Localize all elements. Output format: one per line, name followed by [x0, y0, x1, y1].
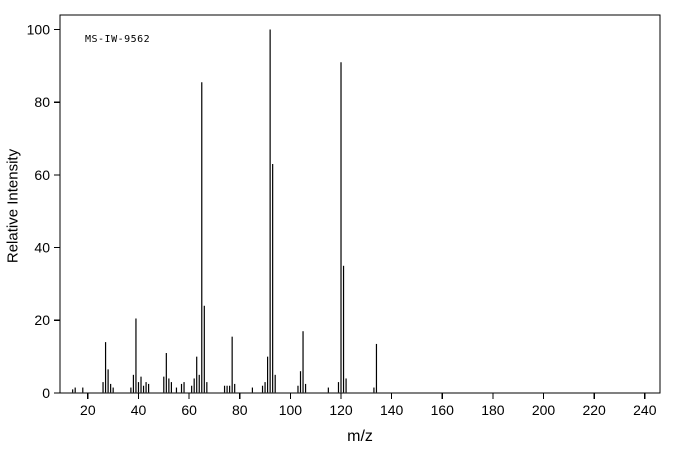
y-tick-label: 100: [27, 21, 51, 37]
y-tick-label: 40: [34, 240, 50, 256]
spectrum-id-label: MS-IW-9562: [85, 34, 151, 45]
x-tick-label: 80: [232, 402, 248, 418]
y-tick-label: 80: [34, 94, 50, 110]
plot-border: [59, 14, 661, 394]
y-axis-title: Relative Intensity: [4, 148, 22, 264]
y-tick-label: 0: [42, 385, 50, 401]
x-tick-label: 180: [481, 402, 505, 418]
x-tick-label: 20: [80, 402, 96, 418]
x-tick-label: 100: [279, 402, 303, 418]
y-tick-label: 60: [34, 167, 50, 183]
x-tick-label: 60: [181, 402, 197, 418]
x-axis-title: m/z: [347, 428, 373, 445]
y-tick-label: 20: [34, 312, 50, 328]
x-tick-label: 220: [582, 402, 606, 418]
x-tick-label: 200: [532, 402, 556, 418]
x-tick-label: 240: [633, 402, 657, 418]
x-tick-label: 140: [380, 402, 404, 418]
x-tick-label: 120: [329, 402, 353, 418]
x-tick-label: 160: [431, 402, 455, 418]
x-tick-label: 40: [131, 402, 147, 418]
